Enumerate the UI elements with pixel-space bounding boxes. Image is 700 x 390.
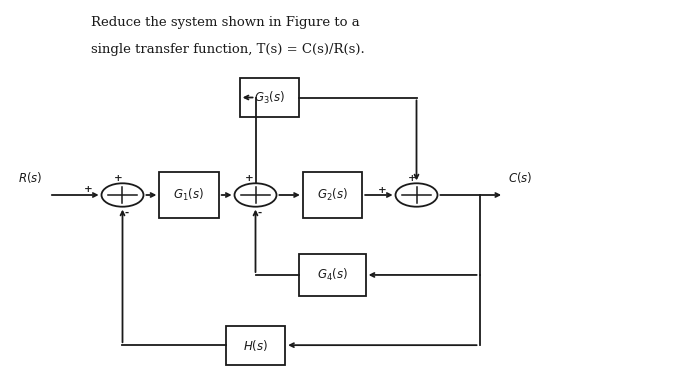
Bar xyxy=(160,172,218,218)
Text: single transfer function, T(s) = C(s)/R(s).: single transfer function, T(s) = C(s)/R(… xyxy=(91,43,365,56)
Bar xyxy=(239,78,300,117)
Text: $C(s)$: $C(s)$ xyxy=(508,170,532,185)
Bar xyxy=(225,326,286,365)
Text: +: + xyxy=(114,174,122,183)
Text: $G_1(s)$: $G_1(s)$ xyxy=(174,187,204,203)
Text: $G_2(s)$: $G_2(s)$ xyxy=(317,187,348,203)
Bar xyxy=(300,254,365,296)
Bar xyxy=(302,172,363,218)
Circle shape xyxy=(102,183,144,207)
Text: $H(s)$: $H(s)$ xyxy=(243,338,268,353)
Text: +: + xyxy=(408,174,416,183)
Text: +: + xyxy=(84,184,93,194)
Text: -: - xyxy=(125,208,129,217)
Text: Reduce the system shown in Figure to a: Reduce the system shown in Figure to a xyxy=(91,16,360,28)
Text: $R(s)$: $R(s)$ xyxy=(18,170,42,185)
Text: +: + xyxy=(378,186,387,195)
Text: $G_4(s)$: $G_4(s)$ xyxy=(317,267,348,283)
Text: +: + xyxy=(245,174,253,183)
Text: $G_3(s)$: $G_3(s)$ xyxy=(254,89,285,106)
Text: -: - xyxy=(258,208,262,217)
Circle shape xyxy=(395,183,438,207)
Circle shape xyxy=(234,183,276,207)
